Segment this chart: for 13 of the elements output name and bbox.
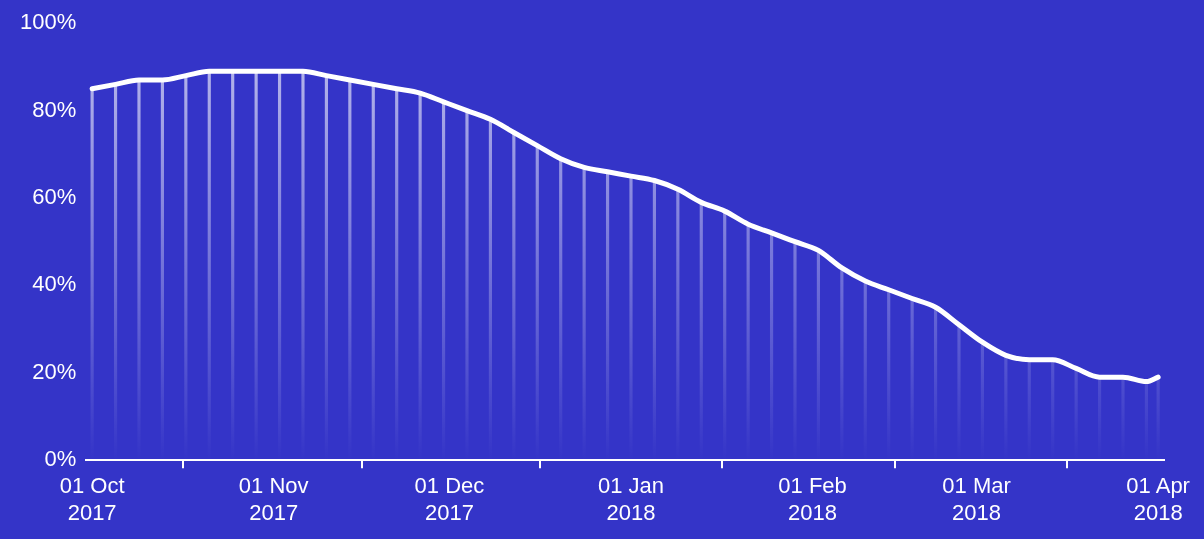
y-tick-label: 40% bbox=[32, 271, 77, 297]
x-tick-label: 01 Jan 2018 bbox=[597, 473, 665, 525]
y-tick-label: 20% bbox=[32, 358, 77, 384]
x-tick-label: 01 Mar 2018 bbox=[942, 473, 1011, 525]
y-tick-label: 80% bbox=[32, 96, 77, 122]
y-tick-label: 0% bbox=[44, 446, 77, 472]
x-tick-label: 01 Apr 2018 bbox=[1126, 473, 1190, 525]
y-tick-label: 100% bbox=[19, 9, 77, 35]
x-tick-label: 01 Nov 2017 bbox=[238, 473, 309, 525]
y-tick-label: 60% bbox=[32, 184, 77, 210]
x-tick-label: 01 Oct 2017 bbox=[59, 473, 125, 525]
x-tick-label: 01 Dec 2017 bbox=[414, 473, 485, 525]
x-tick-label: 01 Feb 2018 bbox=[778, 473, 847, 525]
